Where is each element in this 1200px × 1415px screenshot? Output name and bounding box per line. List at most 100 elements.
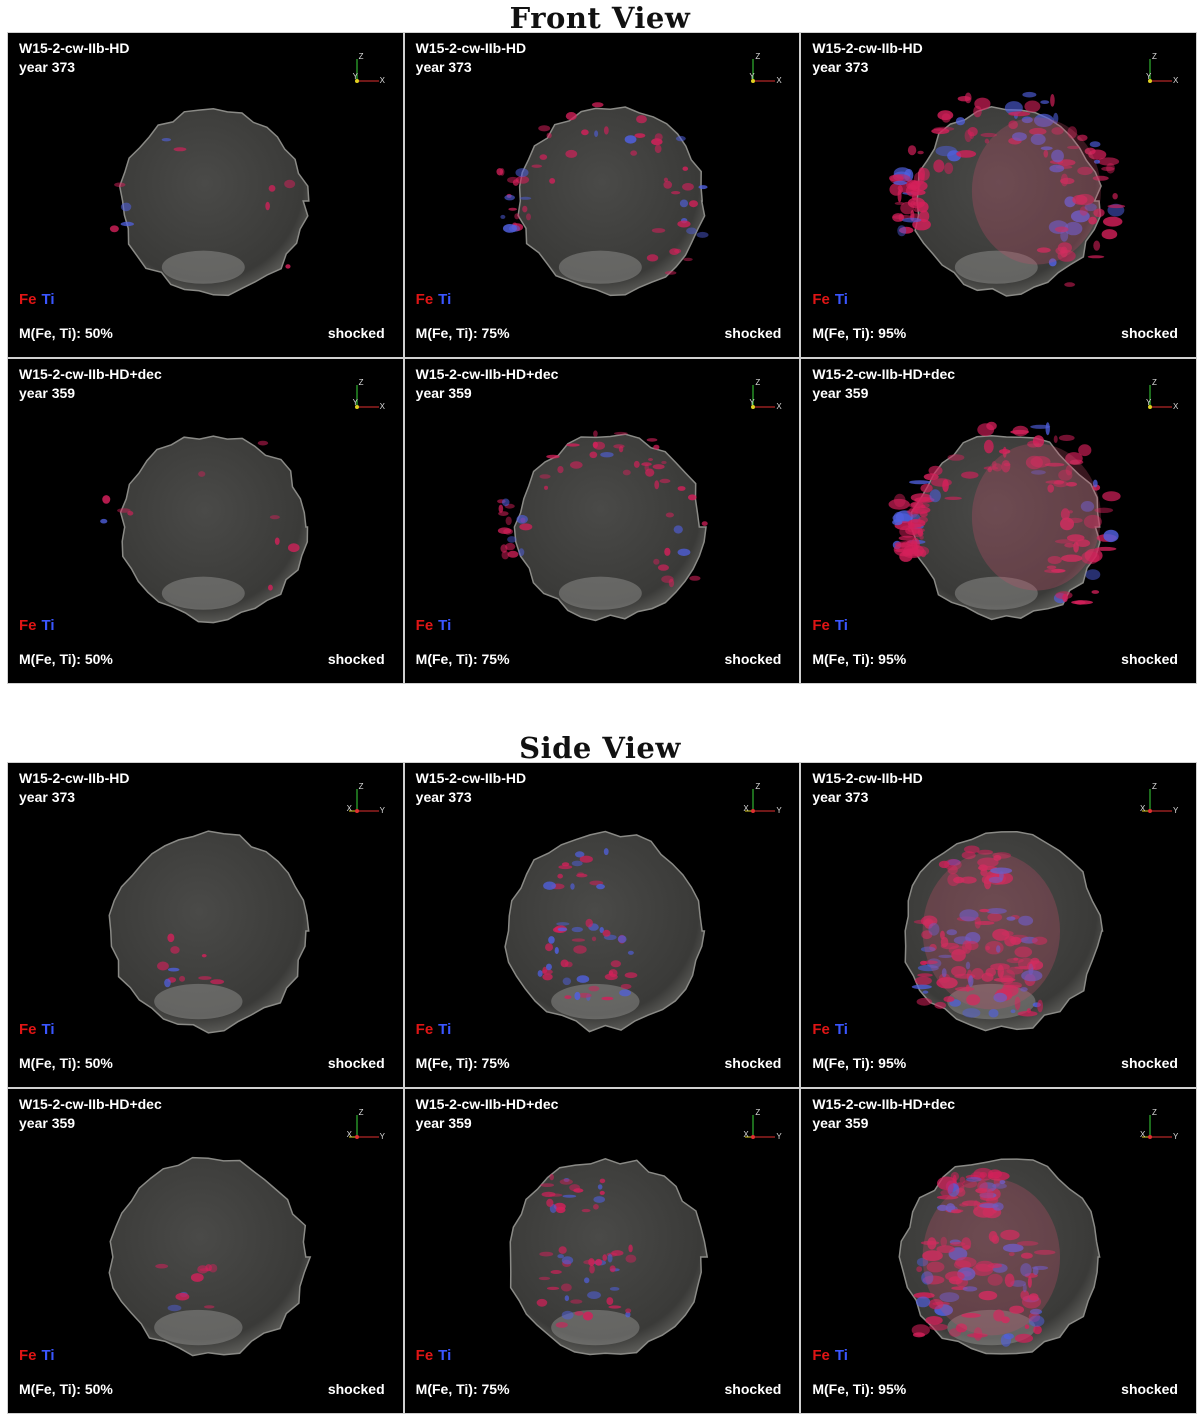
remnant-render — [509, 1158, 708, 1356]
simulation-panel: W15-2-cw-IIb-HD year 373 Z X Y Fe Ti M(Fe, Ti):… — [404, 33, 800, 357]
orientation-axes-icon: Z Y X — [344, 782, 385, 819]
shock-state: shocked — [327, 651, 385, 667]
model-name: W15-2-cw-IIb-HD+dec — [812, 366, 956, 382]
shock-state: shocked — [1121, 651, 1178, 667]
shock-state: shocked — [724, 1381, 782, 1397]
remnant-render — [898, 1158, 1101, 1355]
axis-label-vertical: Z — [1151, 782, 1157, 791]
fe-ti-ejecta — [496, 102, 709, 275]
axis-label-vertical: Z — [358, 782, 364, 791]
fe-ti-ejecta — [100, 440, 300, 591]
mass-fraction: M(Fe, Ti): 75% — [415, 325, 510, 341]
axis-label-horizontal: X — [1172, 76, 1179, 85]
fe-ti-ejecta — [912, 845, 1048, 1018]
axis-label-vertical: Z — [755, 1108, 761, 1117]
axis-label-horizontal: Y — [776, 806, 782, 815]
model-name: W15-2-cw-IIb-HD — [19, 770, 130, 786]
mass-fraction: M(Fe, Ti): 95% — [812, 325, 907, 341]
year-label: year 359 — [415, 385, 472, 401]
orientation-axes-icon: Z Y X — [344, 1109, 385, 1145]
simulation-panel: W15-2-cw-IIb-HD year 373 Z Y X Fe Ti M(Fe, Ti):… — [801, 763, 1196, 1087]
axis-label-depth: Y — [1145, 72, 1152, 81]
axis-label-depth: X — [346, 804, 352, 813]
axis-label-depth: Y — [352, 398, 358, 407]
axis-label-horizontal: X — [776, 402, 782, 411]
remnant-shell — [118, 108, 310, 297]
remnant-render — [904, 831, 1104, 1032]
shell-highlight — [558, 576, 642, 610]
axes-triad — [354, 385, 379, 409]
side-view-grid: W15-2-cw-IIb-HD year 373 Z Y X Fe Ti M(Fe, Ti):… — [7, 762, 1197, 1414]
fe-ti-ejecta — [109, 138, 296, 269]
axes-triad — [751, 385, 776, 409]
axis-label-vertical: Z — [755, 52, 761, 61]
axis-label-horizontal: X — [379, 402, 385, 411]
element-legend: Fe Ti — [19, 291, 55, 308]
year-label: year 373 — [19, 789, 76, 805]
remnant-render — [496, 102, 709, 297]
legend-fe: Fe — [415, 1347, 434, 1364]
legend-ti: Ti — [438, 617, 452, 634]
model-name: W15-2-cw-IIb-HD+dec — [415, 1096, 559, 1112]
axis-label-depth: X — [1139, 804, 1146, 813]
fe-ti-isosurface — [972, 443, 1102, 591]
orientation-axes-icon: Z Y X — [1137, 1109, 1178, 1145]
orientation-axes-icon: Z X Y — [745, 53, 781, 89]
axis-label-horizontal: X — [379, 76, 385, 85]
simulation-panel: W15-2-cw-IIb-HD year 373 Z Y X Fe Ti M(Fe, Ti):… — [8, 763, 403, 1087]
mass-fraction: M(Fe, Ti): 50% — [19, 1381, 113, 1397]
axis-label-vertical: Z — [755, 378, 761, 387]
remnant-render — [108, 830, 310, 1034]
year-label: year 359 — [812, 1115, 869, 1131]
element-legend: Fe Ti — [812, 617, 848, 634]
fe-ti-ejecta — [537, 848, 637, 1001]
element-legend: Fe Ti — [812, 291, 848, 308]
simulation-panel: W15-2-cw-IIb-HD year 373 Z X Y Fe Ti M(Fe, Ti):… — [801, 33, 1196, 357]
axes-triad — [354, 59, 379, 83]
fe-ti-isosurface — [922, 1178, 1061, 1336]
orientation-axes-icon: Z X Y — [1142, 379, 1178, 415]
axis-label-horizontal: Y — [776, 1132, 782, 1141]
shell-highlight — [955, 250, 1039, 284]
remnant-shell — [108, 1156, 312, 1357]
remnant-render — [100, 435, 309, 624]
shell-highlight — [550, 983, 640, 1020]
axis-label-horizontal: X — [776, 76, 782, 85]
axis-label-vertical: Z — [358, 52, 364, 61]
shock-state: shocked — [1121, 325, 1178, 341]
legend-ti: Ti — [41, 1021, 55, 1038]
year-label: year 359 — [812, 385, 869, 401]
year-label: year 373 — [19, 59, 76, 75]
mass-fraction: M(Fe, Ti): 95% — [812, 1381, 907, 1397]
remnant-render — [889, 91, 1126, 297]
mass-fraction: M(Fe, Ti): 95% — [812, 1055, 907, 1071]
simulation-panel: W15-2-cw-IIb-HD+dec year 359 Z Y X Fe Ti M(Fe, … — [8, 1089, 403, 1413]
front-view-grid: W15-2-cw-IIb-HD year 373 Z X Y Fe Ti M(Fe, Ti):… — [7, 32, 1197, 684]
legend-fe: Fe — [19, 1021, 37, 1038]
shock-state: shocked — [724, 1055, 782, 1071]
front-view-title: Front View — [509, 1, 691, 35]
axis-label-horizontal: Y — [379, 1132, 385, 1141]
year-label: year 373 — [812, 789, 869, 805]
legend-fe: Fe — [812, 291, 830, 308]
mass-fraction: M(Fe, Ti): 50% — [19, 651, 113, 667]
axis-label-horizontal: Y — [379, 806, 385, 815]
fe-ti-ejecta — [889, 91, 1126, 287]
element-legend: Fe Ti — [416, 1021, 452, 1038]
remnant-shell — [108, 830, 310, 1034]
orientation-axes-icon: Z Y X — [1137, 782, 1178, 819]
fe-ti-isosurface — [922, 852, 1061, 1010]
legend-fe: Fe — [19, 1347, 37, 1364]
legend-fe: Fe — [812, 1021, 830, 1038]
axis-label-vertical: Z — [1151, 378, 1157, 387]
legend-fe: Fe — [19, 617, 37, 634]
model-name: W15-2-cw-IIb-HD — [415, 40, 527, 56]
legend-ti: Ti — [834, 1347, 848, 1364]
shock-state: shocked — [724, 651, 782, 667]
axis-label-horizontal: X — [1172, 402, 1179, 411]
simulation-panel: W15-2-cw-IIb-HD+dec year 359 Z X Y Fe Ti M(Fe, … — [404, 359, 800, 683]
shell-highlight — [154, 1309, 243, 1346]
axes-triad — [751, 59, 776, 83]
remnant-shell — [516, 106, 706, 297]
fe-ti-ejecta — [888, 421, 1121, 605]
